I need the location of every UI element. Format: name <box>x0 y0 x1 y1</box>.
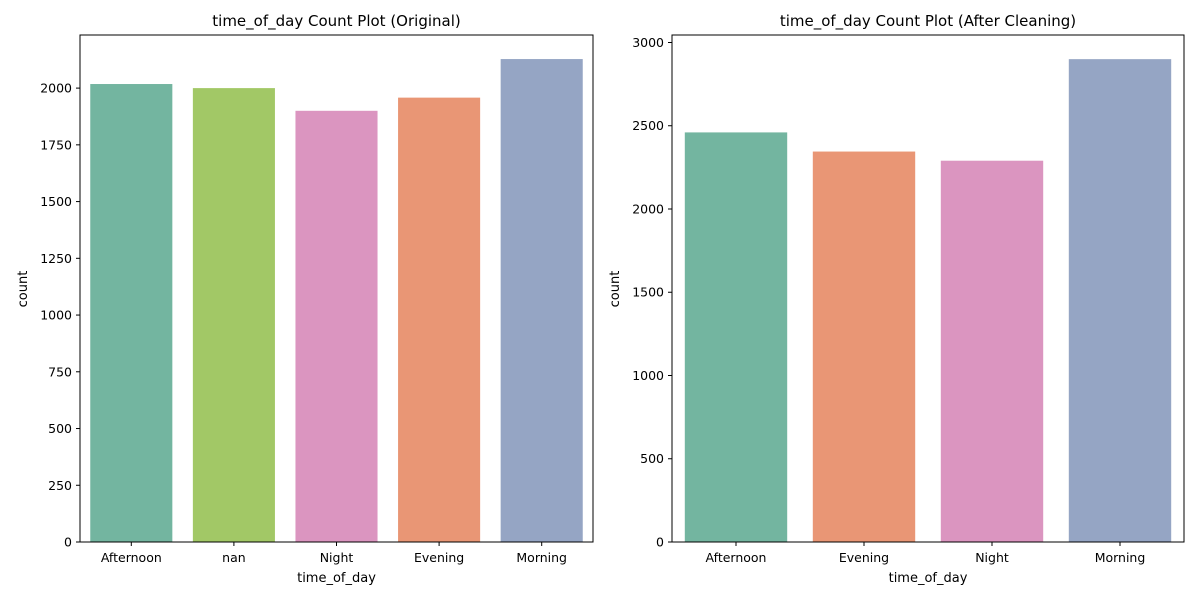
x-tick-label: Afternoon <box>101 550 162 565</box>
bar-morning <box>1068 59 1172 543</box>
x-tick-label: Evening <box>414 550 464 565</box>
y-tick-label: 1250 <box>40 251 72 266</box>
y-tick-label: 2000 <box>632 201 664 216</box>
x-axis-ticks: Afternoon Evening Night Morning <box>706 542 1146 565</box>
y-tick-label: 750 <box>48 364 72 379</box>
y-tick-label: 250 <box>48 478 72 493</box>
bar-night <box>295 110 378 543</box>
bar-nan <box>192 88 275 542</box>
chart-title: time_of_day Count Plot (After Cleaning) <box>780 12 1076 31</box>
bars <box>90 59 583 543</box>
x-tick-label: Night <box>320 550 354 565</box>
y-tick-label: 3000 <box>632 35 664 50</box>
x-tick-label: Afternoon <box>706 550 767 565</box>
y-tick-label: 0 <box>656 535 664 550</box>
y-tick-label: 500 <box>48 421 72 436</box>
chart-after-cleaning: time_of_day Count Plot (After Cleaning) … <box>608 12 1185 586</box>
x-tick-label: Morning <box>1095 550 1146 565</box>
y-axis-label: count <box>16 271 31 308</box>
y-tick-label: 1500 <box>40 194 72 209</box>
bars <box>684 59 1172 543</box>
y-tick-label: 500 <box>640 451 664 466</box>
x-tick-label: nan <box>222 550 246 565</box>
chart-title: time_of_day Count Plot (Original) <box>212 12 460 31</box>
y-tick-label: 0 <box>64 535 72 550</box>
chart-original: time_of_day Count Plot (Original) 0 250 50… <box>16 12 594 586</box>
bar-evening <box>398 97 481 542</box>
x-tick-label: Morning <box>516 550 567 565</box>
y-axis-ticks: 0 500 1000 1500 2000 2500 3000 <box>632 35 672 550</box>
y-tick-label: 1500 <box>632 285 664 300</box>
y-tick-label: 1750 <box>40 137 72 152</box>
y-tick-label: 2000 <box>40 81 72 96</box>
x-tick-label: Night <box>975 550 1009 565</box>
bar-evening <box>812 151 916 542</box>
x-axis-label: time_of_day <box>889 571 968 586</box>
bar-night <box>940 160 1044 543</box>
x-tick-label: Evening <box>839 550 889 565</box>
y-axis-label: count <box>608 271 623 308</box>
y-axis-ticks: 0 250 500 750 1000 1250 1500 1750 2000 <box>40 81 80 550</box>
bar-afternoon <box>684 132 788 543</box>
y-tick-label: 2500 <box>632 118 664 133</box>
bar-morning <box>500 59 583 543</box>
x-axis-ticks: Afternoon nan Night Evening Morning <box>101 542 567 565</box>
plot-frame <box>671 34 1185 543</box>
y-tick-label: 1000 <box>632 368 664 383</box>
bar-afternoon <box>90 84 173 542</box>
x-axis-label: time_of_day <box>297 571 376 586</box>
y-tick-label: 1000 <box>40 308 72 323</box>
plot-frame <box>79 34 594 543</box>
